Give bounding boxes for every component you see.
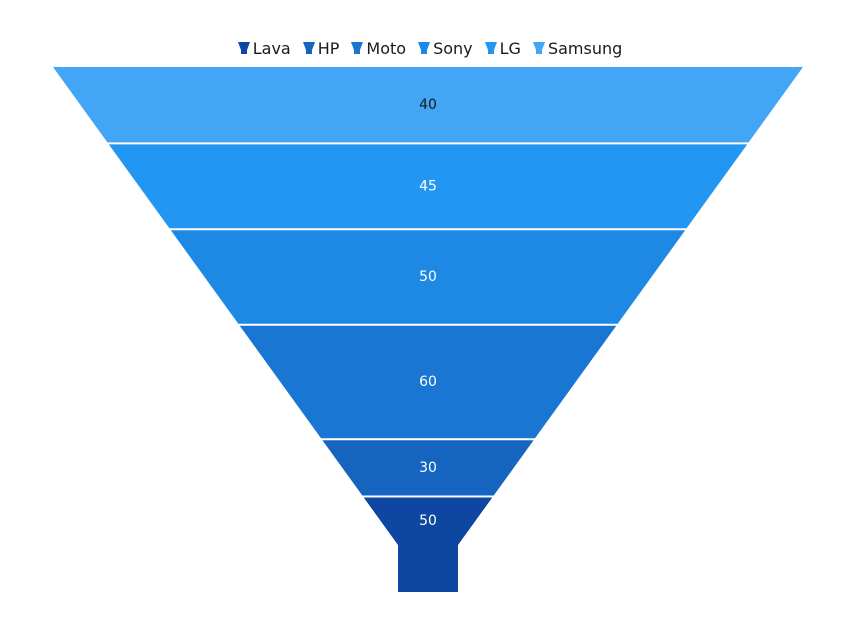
data-label-hp: 30 (419, 460, 437, 476)
funnel-icon (351, 42, 364, 54)
legend-item-lg[interactable]: LG (484, 38, 521, 58)
funnel-segment-moto[interactable] (239, 325, 617, 439)
data-label-samsung: 40 (419, 97, 437, 113)
legend-label: Samsung (547, 38, 623, 58)
legend-label: Moto (366, 38, 407, 58)
legend-label: Sony (433, 38, 473, 58)
funnel-segment-lg[interactable] (108, 144, 748, 229)
legend-item-moto[interactable]: Moto (351, 39, 406, 58)
legend-item-hp[interactable]: HP (302, 38, 340, 58)
funnel-segment-samsung[interactable] (53, 67, 803, 143)
legend-label: Lava (252, 38, 291, 58)
legend-label: HP (317, 38, 340, 58)
funnel-icon (532, 42, 545, 54)
legend-item-lava[interactable]: Lava (237, 38, 291, 58)
funnel-segment-sony[interactable] (170, 230, 686, 324)
funnel-segment-lava[interactable] (363, 497, 493, 593)
legend-item-sony[interactable]: Sony (418, 39, 473, 58)
funnel-icon (418, 42, 431, 54)
funnel-icon (484, 42, 497, 54)
chart-legend: Lava HP Moto Sony LG Samsung (0, 36, 860, 60)
data-label-sony: 50 (419, 269, 437, 285)
legend-label: LG (499, 38, 521, 58)
legend-item-samsung[interactable]: Samsung (532, 38, 623, 58)
funnel-icon (302, 42, 315, 54)
funnel-segment-hp[interactable] (322, 440, 534, 496)
funnel-icon (237, 42, 250, 54)
data-label-lg: 45 (419, 178, 437, 194)
data-label-lava: 50 (419, 513, 437, 529)
data-label-moto: 60 (419, 374, 437, 390)
